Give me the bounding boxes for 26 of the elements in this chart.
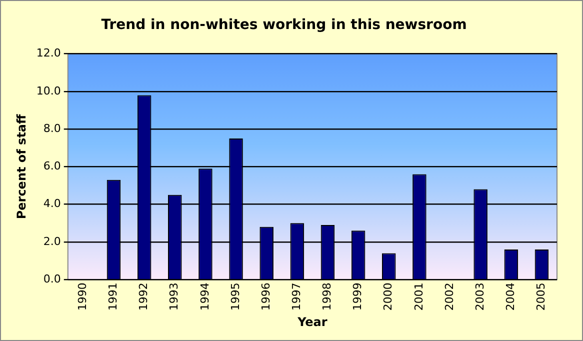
y-tick-label: 6.0 — [43, 160, 61, 173]
y-tick-label: 8.0 — [43, 122, 61, 135]
x-tick-label: 2003 — [473, 282, 486, 311]
chart-title: Trend in non-whites working in this newsroom — [101, 17, 467, 34]
y-tick-label: 10.0 — [36, 84, 61, 98]
y-axis-title: Percent of staff — [14, 114, 28, 220]
x-tick-label: 1992 — [137, 282, 150, 311]
y-tick-label: 12.0 — [36, 46, 61, 60]
x-axis-title: Year — [296, 314, 328, 329]
x-tick-label: 2005 — [534, 282, 548, 311]
x-tick-label: 1997 — [290, 282, 304, 311]
x-tick-label: 1995 — [228, 282, 242, 311]
x-tick-label: 2004 — [504, 282, 518, 311]
x-tick-label: 2000 — [382, 282, 395, 311]
x-tick-label: 1998 — [320, 282, 334, 311]
y-tick-label: 2.0 — [43, 234, 61, 248]
x-tick-label: 1994 — [198, 282, 212, 311]
x-tick-label: 1999 — [351, 282, 364, 311]
x-tick-label: 2001 — [412, 282, 426, 311]
y-tick-label: 0.0 — [43, 272, 61, 286]
x-tick-label: 1991 — [106, 282, 120, 311]
x-tick-label: 2002 — [442, 282, 456, 311]
x-tick-label: 1993 — [168, 282, 181, 311]
x-tick-label: 1990 — [76, 282, 90, 311]
x-tick-label: 1996 — [259, 282, 272, 311]
y-tick-label: 4.0 — [43, 197, 61, 210]
